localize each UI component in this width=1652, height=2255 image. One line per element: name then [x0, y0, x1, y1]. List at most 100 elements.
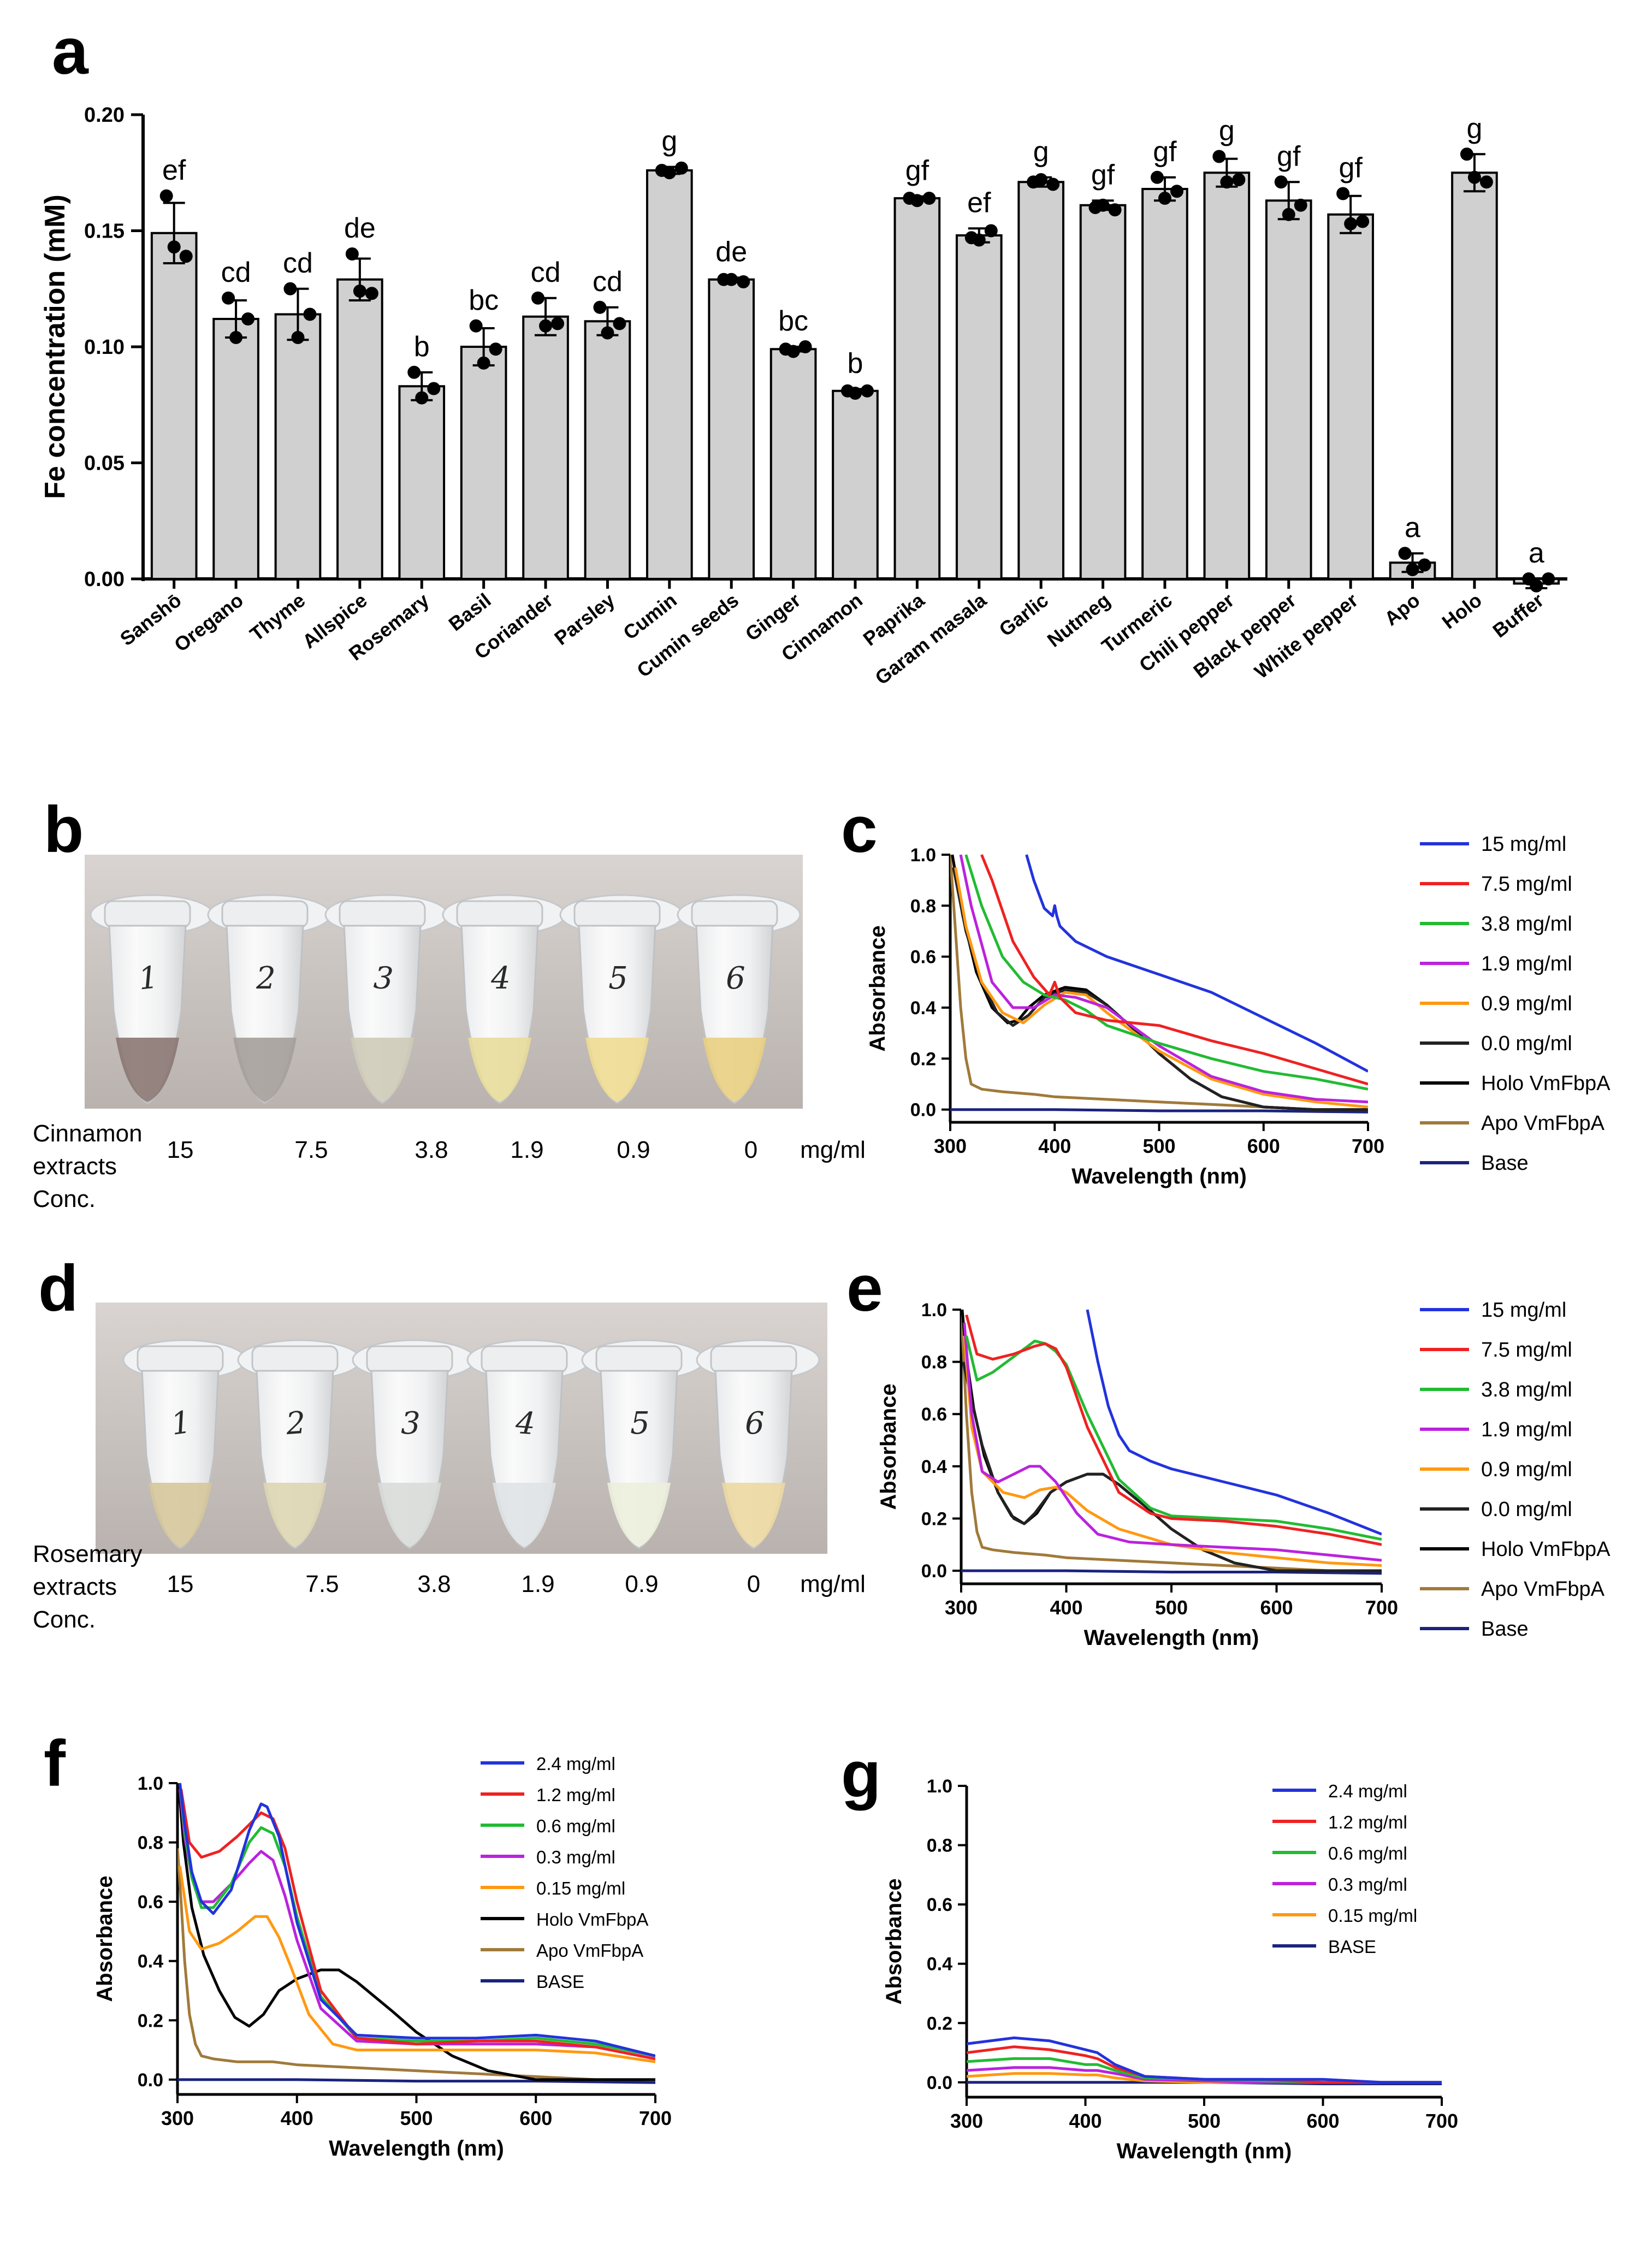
- data-point: [167, 240, 181, 254]
- x-tick-label: 300: [945, 1596, 978, 1619]
- tube-2: 2: [207, 894, 331, 1104]
- x-tick-label: 300: [950, 2110, 983, 2132]
- legend-label: 2.4 mg/ml: [1328, 1781, 1407, 1801]
- y-tick-label: 0.6: [138, 1892, 163, 1913]
- y-tick-label: 0.2: [910, 1049, 936, 1069]
- legend-label: Holo VmFbpA: [1481, 1072, 1610, 1095]
- data-point: [291, 331, 305, 344]
- y-axis-title: Absorbance: [93, 1875, 117, 2002]
- legend-label: 7.5 mg/ml: [1481, 873, 1572, 896]
- tube-4: 4: [466, 1339, 591, 1549]
- row-title-line-2: extracts: [33, 1573, 117, 1600]
- legend-label: BASE: [1328, 1937, 1376, 1957]
- significance-letter: cd: [593, 266, 623, 298]
- data-point: [1158, 192, 1171, 205]
- x-tick-label: 700: [1352, 1135, 1384, 1157]
- photo-cinnamon-tubes: 1 2 3 4 5 6: [85, 855, 803, 1109]
- y-tick-label: 0.0: [927, 2073, 952, 2093]
- series-line-0-9-mg-ml: [963, 1335, 1382, 1567]
- x-tick-label: Buffer: [1488, 589, 1548, 642]
- legend-label: 1.9 mg/ml: [1481, 1418, 1572, 1441]
- bar-nutmeg: [1079, 204, 1127, 580]
- y-tick-label: 0.00: [84, 568, 125, 591]
- legend-label: Base: [1481, 1152, 1529, 1175]
- data-point: [303, 307, 317, 321]
- x-tick-label: 600: [1260, 1596, 1293, 1619]
- photo-background: [85, 855, 803, 1109]
- tube-rim: [481, 1345, 568, 1374]
- data-point: [593, 300, 607, 314]
- significance-letter: gf: [1091, 159, 1115, 191]
- legend-label: Apo VmFbpA: [536, 1940, 643, 1961]
- y-tick-label: 0.2: [927, 2013, 952, 2034]
- significance-letter: gf: [1339, 152, 1363, 184]
- data-point: [1046, 177, 1060, 191]
- significance-letter: b: [414, 331, 430, 363]
- bar-parsley: [584, 320, 631, 580]
- y-tick-label: 0.0: [921, 1561, 947, 1582]
- conc-value-4: 1.9: [510, 1137, 543, 1163]
- tube-rim: [251, 1345, 339, 1374]
- tube-number: 5: [630, 1406, 650, 1441]
- tube-number: 1: [137, 960, 160, 997]
- x-tick-label: 500: [1142, 1135, 1175, 1157]
- series-lines: [967, 2036, 1442, 2086]
- y-axis-title: Absorbance: [882, 1878, 906, 2004]
- panel-label-a: a: [52, 15, 89, 88]
- legend-label: 7.5 mg/ml: [1481, 1339, 1572, 1362]
- x-tick-label: 700: [639, 2107, 672, 2129]
- legend-label: 0.15 mg/ml: [1328, 1905, 1417, 1926]
- data-point: [861, 384, 874, 398]
- data-point: [1232, 173, 1246, 186]
- data-point: [798, 340, 812, 353]
- y-tick-label: 0.15: [84, 220, 125, 243]
- significance-letter: ef: [162, 155, 186, 186]
- tube-liquid: [116, 1038, 179, 1102]
- x-tick-label: 600: [1247, 1135, 1280, 1157]
- y-tick-label: 0.4: [927, 1954, 952, 1975]
- tube-rim: [573, 900, 661, 928]
- significance-letter: de: [715, 236, 747, 268]
- legend-label: 1.2 mg/ml: [1328, 1812, 1407, 1832]
- row-title-line-1: Rosemary: [33, 1541, 143, 1567]
- series-line-holo-vmfbpa: [951, 854, 1368, 1111]
- significance-letter: g: [1219, 115, 1235, 147]
- significance-letter: ef: [967, 187, 991, 218]
- row-title-line-2: extracts: [33, 1153, 117, 1180]
- conc-value-6: 0: [744, 1137, 757, 1163]
- tube-liquid: [351, 1038, 414, 1102]
- significance-letter: bc: [469, 285, 499, 316]
- y-tick-label: 1.0: [138, 1773, 163, 1794]
- conc-value-3: 3.8: [417, 1571, 451, 1597]
- y-tick-label: 0.4: [910, 998, 936, 1019]
- series-line-0-0-mg-ml: [962, 1362, 1382, 1572]
- bar-rosemary: [398, 385, 446, 580]
- series-line-base: [961, 1569, 1382, 1575]
- tube-1: 1: [90, 894, 214, 1104]
- significance-letter: cd: [221, 257, 251, 288]
- legend-label: Holo VmFbpA: [536, 1909, 648, 1930]
- bar-black-pepper: [1265, 199, 1312, 580]
- conc-value-5: 0.9: [625, 1571, 658, 1597]
- significance-letter: gf: [905, 155, 929, 187]
- tube-5: 5: [559, 894, 684, 1104]
- y-tick-label: 0.2: [921, 1508, 947, 1529]
- series-line-apo-vmfbpa: [950, 854, 1368, 1111]
- data-point: [229, 331, 243, 344]
- data-point: [551, 317, 565, 330]
- tube-number: 6: [745, 1406, 765, 1441]
- significance-letter: de: [344, 212, 376, 244]
- x-tick-label: Apo: [1380, 589, 1424, 630]
- legend-label: 0.6 mg/ml: [1328, 1843, 1407, 1863]
- series-lines: [950, 854, 1368, 1114]
- row-title-line-1: Cinnamon: [33, 1120, 143, 1147]
- y-tick-label: 0.6: [921, 1404, 947, 1425]
- series-line-1-2-mg-ml: [967, 2045, 1442, 2084]
- series-line-2-4-mg-ml: [178, 1783, 655, 2057]
- x-tick-label: Garam masala: [871, 588, 991, 689]
- legend-label: 0.15 mg/ml: [536, 1878, 625, 1898]
- tube-rim: [137, 1345, 224, 1374]
- x-tick-label: 500: [1188, 2110, 1221, 2132]
- legend-label: 2.4 mg/ml: [536, 1754, 615, 1774]
- conc-value-1: 15: [167, 1571, 194, 1597]
